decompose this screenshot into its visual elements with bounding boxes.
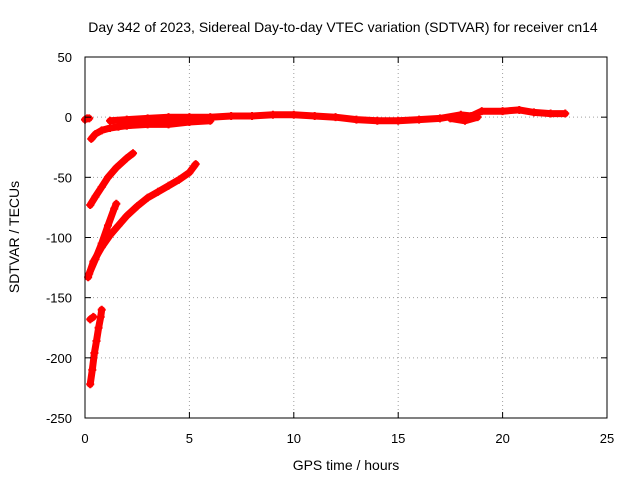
y-axis-ticks: 50 0 -50 -100 -150 -200 -250 xyxy=(46,50,607,426)
data-point xyxy=(106,123,115,132)
data-point xyxy=(174,175,183,184)
y-tick-label: 50 xyxy=(58,50,72,65)
data-point xyxy=(164,116,173,125)
data-point xyxy=(122,211,131,220)
data-point xyxy=(122,121,131,130)
data-point xyxy=(477,107,486,116)
data-point xyxy=(91,255,100,264)
x-axis-label: GPS time / hours xyxy=(293,457,400,473)
plot-series xyxy=(81,105,570,389)
data-point xyxy=(114,122,123,131)
series-arc-rise-1 xyxy=(87,117,172,143)
data-point xyxy=(515,105,524,114)
data-point xyxy=(154,187,163,196)
data-point xyxy=(143,119,152,128)
series-arc-steep xyxy=(85,200,120,278)
data-point xyxy=(185,117,194,126)
data-point xyxy=(446,114,455,123)
data-point xyxy=(91,130,100,139)
series-arc-main xyxy=(106,106,569,125)
x-tick-label: 15 xyxy=(391,431,405,446)
data-point xyxy=(227,111,236,120)
data-point xyxy=(122,154,131,163)
data-point xyxy=(498,107,507,116)
data-point xyxy=(91,192,100,201)
data-point xyxy=(461,116,470,125)
data-point xyxy=(97,182,106,191)
data-point xyxy=(331,113,340,122)
y-tick-label: 0 xyxy=(65,110,72,125)
data-point xyxy=(352,115,361,124)
y-tick-label: -200 xyxy=(46,351,72,366)
data-point xyxy=(85,269,94,278)
data-point xyxy=(206,116,215,125)
data-point xyxy=(89,312,98,321)
data-point xyxy=(110,204,119,213)
x-tick-label: 5 xyxy=(186,431,193,446)
data-point xyxy=(133,202,142,211)
data-point xyxy=(86,380,95,389)
y-tick-label: -150 xyxy=(46,291,72,306)
data-point xyxy=(103,173,112,182)
x-tick-label: 0 xyxy=(81,431,88,446)
data-point xyxy=(373,116,382,125)
data-point xyxy=(394,116,403,125)
data-point xyxy=(185,168,194,177)
chart-title: Day 342 of 2023, Sidereal Day-to-day VTE… xyxy=(88,19,598,35)
data-point xyxy=(415,115,424,124)
data-point xyxy=(164,181,173,190)
data-point xyxy=(114,221,123,230)
data-point xyxy=(97,305,106,314)
data-point xyxy=(94,323,103,332)
data-point xyxy=(103,221,112,230)
x-axis-ticks: 0 5 10 15 20 25 xyxy=(81,57,614,446)
data-point xyxy=(529,108,538,117)
x-tick-label: 25 xyxy=(600,431,614,446)
y-tick-label: -250 xyxy=(46,411,72,426)
data-point xyxy=(310,111,319,120)
data-point xyxy=(97,126,106,135)
data-point xyxy=(86,201,95,210)
data-point xyxy=(90,349,99,358)
data-point xyxy=(106,116,115,125)
data-point xyxy=(473,113,482,122)
data-point xyxy=(97,239,106,248)
data-point xyxy=(112,163,121,172)
data-point xyxy=(191,160,200,169)
data-point xyxy=(143,193,152,202)
data-point xyxy=(546,109,555,118)
data-point xyxy=(88,365,97,374)
data-point xyxy=(154,117,163,126)
data-point xyxy=(87,134,96,143)
y-tick-label: -50 xyxy=(53,170,72,185)
data-point xyxy=(92,336,101,345)
x-tick-label: 10 xyxy=(287,431,301,446)
data-point xyxy=(112,199,121,208)
data-point xyxy=(248,111,257,120)
data-point xyxy=(85,114,94,123)
data-point xyxy=(133,120,142,129)
y-tick-label: -100 xyxy=(46,231,72,246)
data-point xyxy=(435,114,444,123)
data-point xyxy=(96,312,105,321)
data-point xyxy=(289,110,298,119)
data-point xyxy=(129,149,138,158)
y-axis-label: SDTVAR / TECUs xyxy=(6,181,22,293)
data-point xyxy=(561,109,570,118)
data-point xyxy=(268,110,277,119)
x-tick-label: 20 xyxy=(495,431,509,446)
